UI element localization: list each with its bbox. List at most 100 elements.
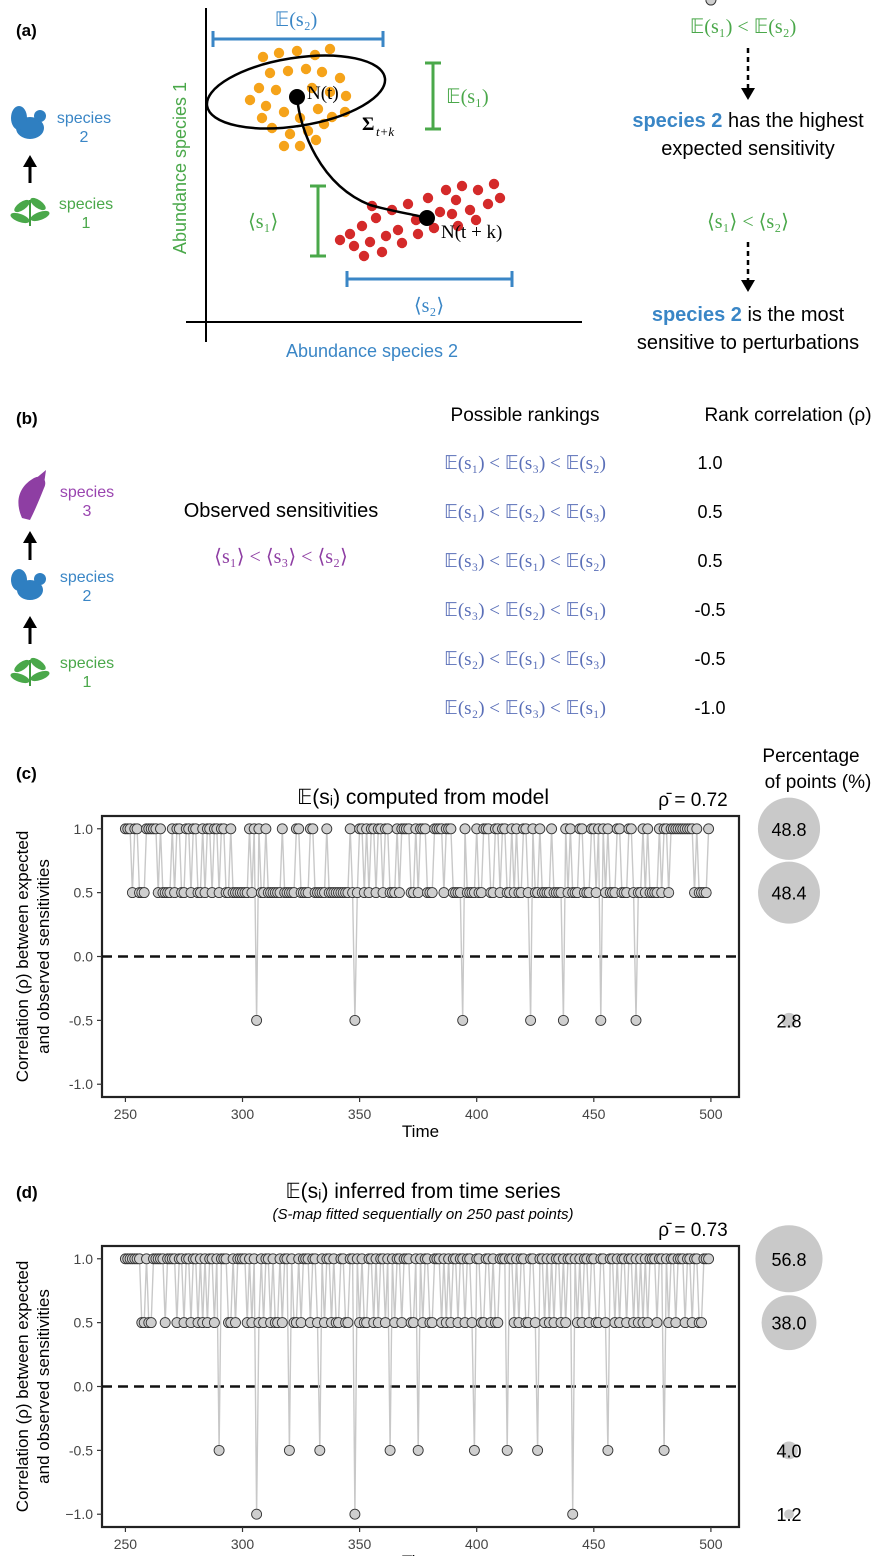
data-point	[412, 1444, 424, 1456]
data-point	[466, 1317, 478, 1329]
data-point	[260, 823, 272, 835]
y-tick-label: -1.0	[69, 1076, 93, 1092]
data-point	[576, 823, 588, 835]
right-top-text-rest: has the highest	[722, 110, 864, 132]
y-tick-label: -0.5	[69, 1442, 93, 1458]
data-point	[642, 1317, 654, 1329]
dashed-arrow-bottom	[741, 242, 755, 292]
bird-icon	[18, 470, 46, 520]
data-point	[225, 823, 237, 835]
data-point	[602, 823, 614, 835]
red-point	[450, 194, 462, 206]
data-point	[590, 887, 602, 899]
bracket-e-s1	[425, 61, 441, 131]
red-point	[402, 198, 414, 210]
observed-sensitivities-title: Observed sensitivities	[184, 500, 379, 522]
orange-point	[278, 140, 290, 152]
species-2-name: species	[57, 110, 111, 127]
red-point	[380, 230, 392, 242]
percentage-label: 2.8	[776, 1011, 801, 1031]
red-point	[482, 198, 494, 210]
percentage-header-line1: Percentage	[762, 746, 859, 767]
x-axis-label: Abundance species 2	[286, 341, 458, 361]
red-point	[376, 246, 388, 258]
data-point	[349, 1508, 361, 1520]
orange-point	[244, 94, 256, 106]
data-point	[457, 1014, 469, 1026]
panel-label: (c)	[16, 764, 37, 783]
orange-point	[284, 128, 296, 140]
data-point	[602, 1444, 614, 1456]
species-2-name: species	[60, 569, 114, 586]
data-point	[663, 887, 675, 899]
orange-point	[316, 66, 328, 78]
ranking-expression: 𝔼(s₃) < 𝔼(s₂) < 𝔼(s₁)	[444, 600, 606, 621]
orange-point	[282, 65, 294, 77]
data-point	[700, 887, 712, 899]
right-top-species-bold: species 2	[632, 110, 722, 132]
data-point	[567, 1508, 579, 1520]
species-1-num: 1	[82, 215, 91, 232]
squirrel-icon	[11, 569, 46, 600]
species-1-name: species	[60, 655, 114, 672]
data-point	[283, 1444, 295, 1456]
data-point	[642, 823, 654, 835]
ranking-expression: 𝔼(s₁) < 𝔼(s₃) < 𝔼(s₂)	[444, 453, 606, 474]
data-point	[625, 823, 637, 835]
bracket-mean-s2-label: ⟨s₂⟩	[414, 295, 444, 317]
species-1-name: species	[59, 196, 113, 213]
red-point	[434, 206, 446, 218]
point-ntk	[419, 210, 435, 226]
data-point	[546, 823, 558, 835]
data-point	[691, 823, 703, 835]
chart-panel-c: (c) 𝔼(sᵢ) computed from model ρ̄ = 0.72 -1.…	[13, 0, 821, 1141]
right-bottom-text-line2: sensitive to perturbations	[637, 332, 859, 354]
red-point	[348, 240, 360, 252]
ranking-expression: 𝔼(s₂) < 𝔼(s₃) < 𝔼(s₁)	[444, 698, 606, 719]
red-point	[494, 192, 506, 204]
x-tick-label: 350	[348, 1536, 372, 1552]
red-point	[392, 224, 404, 236]
x-axis-label: Time	[402, 1122, 439, 1141]
red-point-cloud	[334, 178, 506, 262]
data-point	[314, 1444, 326, 1456]
y-tick-label: 1.0	[74, 821, 94, 837]
ranking-rho-value: 0.5	[697, 551, 722, 571]
orange-point	[294, 140, 306, 152]
red-point	[412, 228, 424, 240]
percentage-label: 48.8	[771, 820, 806, 840]
data-point	[595, 1014, 607, 1026]
red-point	[464, 204, 476, 216]
y-axis-label-line1: Correlation (ρ) between expected	[13, 1261, 32, 1513]
y-tick-label: 0.0	[74, 949, 94, 965]
rho-bar-label: ρ̄ = 0.72	[658, 790, 727, 811]
red-point	[364, 236, 376, 248]
y-axis-label: Abundance species 1	[170, 82, 190, 254]
orange-point	[312, 103, 324, 115]
data-point	[155, 823, 166, 835]
orange-point	[324, 43, 336, 55]
data-point	[703, 1253, 715, 1265]
data-point	[251, 1014, 263, 1026]
orange-point	[306, 82, 318, 94]
percentage-header-line2: of points (%)	[765, 772, 872, 793]
dashed-arrow-top	[741, 48, 755, 100]
species-1-num: 1	[83, 674, 92, 691]
data-point	[408, 1317, 419, 1329]
squirrel-icon	[11, 106, 46, 139]
red-point	[334, 234, 346, 246]
percentage-bubble	[758, 861, 820, 924]
data-point	[426, 887, 438, 899]
percentage-label: 56.8	[771, 1250, 806, 1270]
orange-point	[256, 112, 268, 124]
percentage-label: 38.0	[771, 1314, 806, 1334]
y-tick-label: -0.5	[69, 1012, 93, 1028]
red-point	[488, 178, 500, 190]
species-2-num: 2	[80, 129, 89, 146]
chart-title: 𝔼(sᵢ) inferred from time series	[285, 1180, 560, 1203]
panel-a-label: (a)	[16, 21, 37, 40]
red-point	[452, 220, 464, 232]
data-point	[614, 823, 626, 835]
percentage-bubble	[780, 1441, 798, 1460]
species-3-num: 3	[83, 503, 92, 520]
